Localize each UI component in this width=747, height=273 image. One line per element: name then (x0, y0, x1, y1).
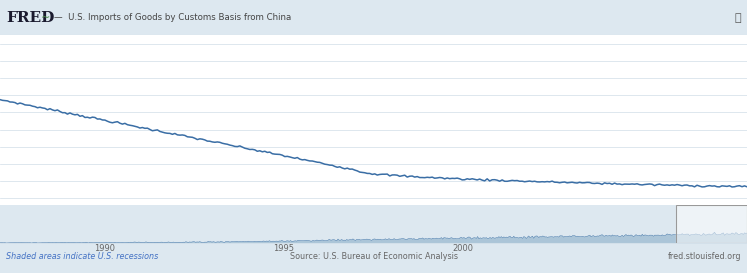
Bar (676, 205, 747, 243)
Text: —  U.S. Imports of Goods by Customs Basis from China: — U.S. Imports of Goods by Customs Basis… (54, 13, 291, 22)
Text: FRED: FRED (6, 11, 55, 25)
Text: ~: ~ (41, 13, 51, 23)
Text: Source: U.S. Bureau of Economic Analysis: Source: U.S. Bureau of Economic Analysis (290, 252, 457, 261)
Bar (676, 205, 747, 243)
Text: fred.stlouisfed.org: fred.stlouisfed.org (668, 252, 741, 261)
Text: ⤢: ⤢ (734, 13, 741, 23)
Text: Shaded areas indicate U.S. recessions: Shaded areas indicate U.S. recessions (6, 252, 158, 261)
